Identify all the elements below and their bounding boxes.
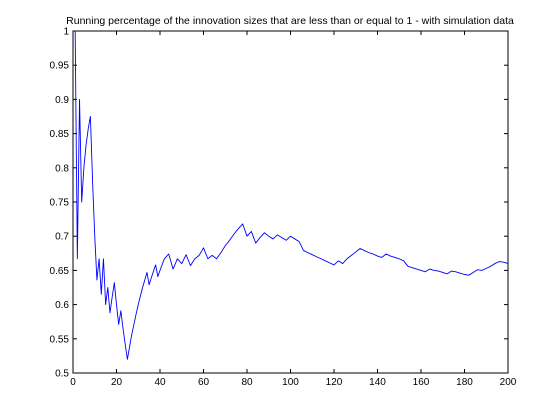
x-tick-label: 100 [282,377,299,388]
series-line [74,30,509,360]
y-tick-label: 0.65 [50,266,70,277]
x-tick-label: 180 [456,377,473,388]
x-tick-label: 120 [326,377,343,388]
x-tick-label: 160 [413,377,430,388]
y-tick-label: 0.85 [50,129,70,140]
y-tick-label: 0.8 [55,163,69,174]
x-tick-label: 80 [241,377,253,388]
plot-area: 0 20 40 60 80 100 120 140 160 180 200 0.5 0.55 0.6 0.6… [50,27,517,389]
y-tick-label: 0.9 [55,95,69,106]
chart-title: Running percentage of the innovation siz… [66,15,514,27]
y-tick-label: 0.55 [50,334,70,345]
y-tick-label: 0.95 [50,61,70,72]
y-tick-label: 0.75 [50,198,70,209]
y-tick-label: 1 [63,27,69,38]
x-tick-label: 40 [154,377,166,388]
x-tick-label: 0 [70,377,76,388]
y-tick-label: 0.5 [55,369,69,380]
y-tick-label: 0.7 [55,232,69,243]
x-tick-label: 20 [111,377,123,388]
y-tick-label: 0.6 [55,300,69,311]
plot-frame [72,30,509,374]
x-tick-label: 60 [198,377,210,388]
x-tick-label: 140 [369,377,386,388]
x-tick-label: 200 [500,377,517,388]
